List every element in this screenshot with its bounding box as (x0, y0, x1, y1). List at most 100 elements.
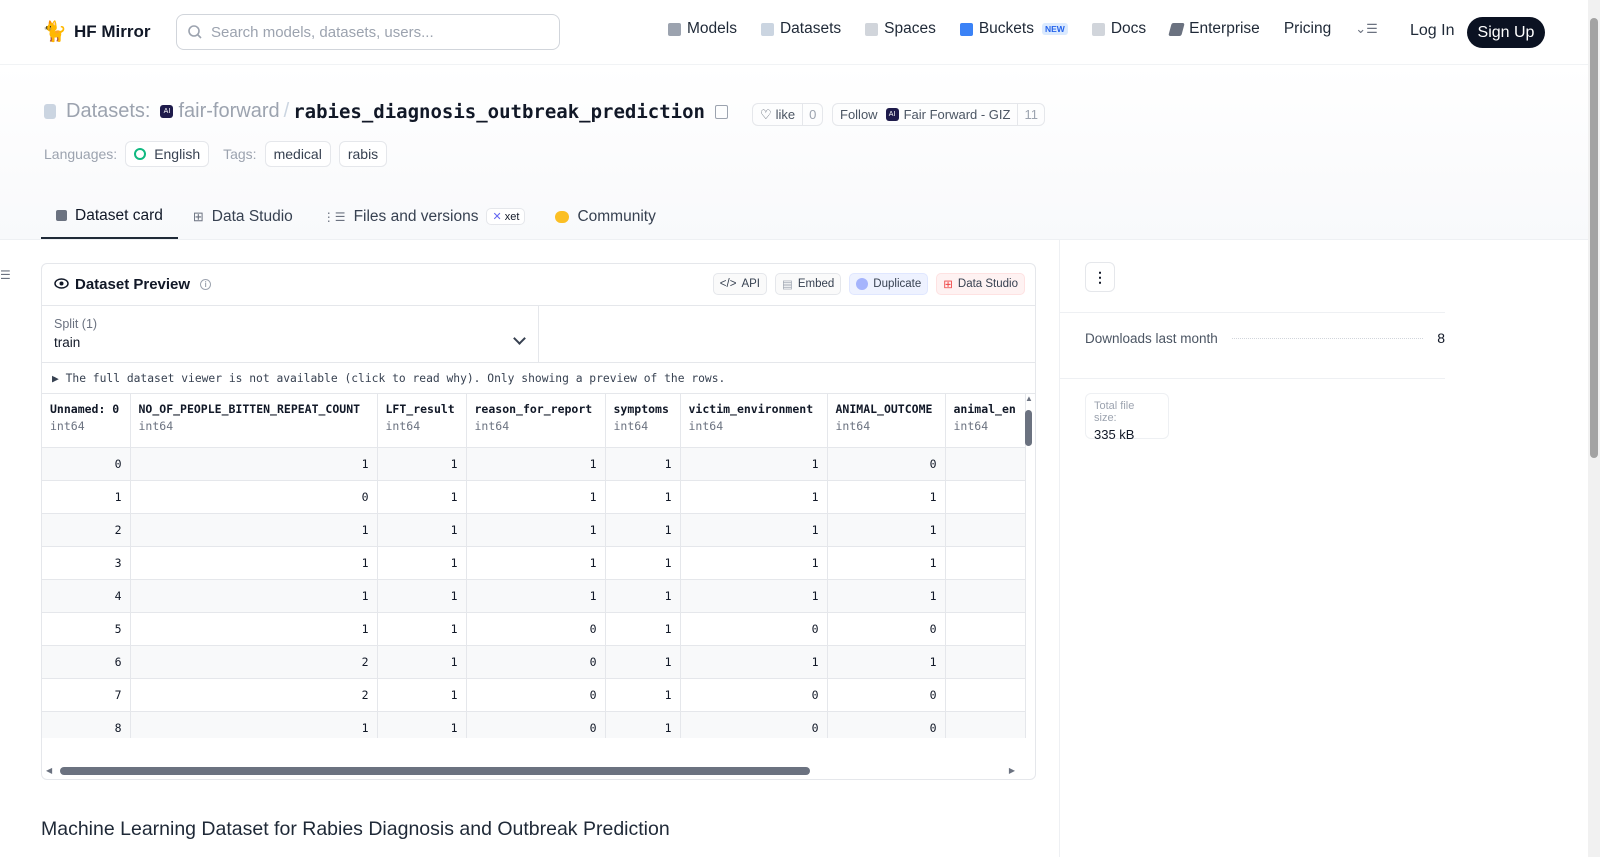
column-header[interactable]: reason_for_report int64 (466, 394, 606, 448)
language-tag[interactable]: English (125, 141, 210, 167)
table-cell[interactable]: 6 (42, 645, 131, 679)
table-cell[interactable]: 0 (680, 678, 828, 712)
table-cell[interactable]: 1 (130, 612, 378, 646)
table-cell[interactable]: 1 (605, 447, 681, 481)
table-cell[interactable]: 0 (466, 678, 606, 712)
table-cell[interactable]: 1 (130, 447, 378, 481)
column-header[interactable]: NO_OF_PEOPLE_BITTEN_REPEAT_COUNT int64 (130, 394, 378, 448)
scroll-right-icon[interactable]: ▶ (1008, 766, 1015, 775)
table-cell[interactable]: 1 (827, 513, 946, 547)
scroll-up-icon[interactable]: ▲ (1025, 394, 1033, 403)
table-cell[interactable]: 1 (680, 579, 828, 613)
split-select[interactable]: Split (1) train (42, 306, 539, 363)
horizontal-scroll-thumb[interactable] (60, 767, 810, 775)
search-box[interactable] (176, 14, 560, 50)
tag-rabis[interactable]: rabis (338, 141, 388, 167)
table-cell[interactable]: 8 (42, 711, 131, 738)
nav-docs[interactable]: Docs (1091, 20, 1146, 38)
table-cell[interactable]: 1 (377, 513, 467, 547)
table-cell[interactable]: 1 (827, 645, 946, 679)
table-cell[interactable]: 1 (130, 579, 378, 613)
table-cell[interactable] (945, 612, 1026, 646)
tab-files-and-versions[interactable]: ⋮☰ Files and versions ✕ xet (308, 194, 541, 239)
table-cell[interactable]: 1 (42, 480, 131, 514)
org-link[interactable]: fair-forward (178, 100, 280, 122)
copy-icon[interactable] (715, 104, 728, 119)
table-cell[interactable]: 0 (680, 711, 828, 738)
table-cell[interactable]: 1 (377, 711, 467, 738)
table-cell[interactable]: 1 (377, 678, 467, 712)
search-input[interactable] (211, 23, 541, 41)
table-cell[interactable] (945, 711, 1026, 738)
table-cell[interactable]: 1 (466, 513, 606, 547)
table-cell[interactable]: 1 (605, 711, 681, 738)
tab-community[interactable]: Community (540, 194, 670, 239)
table-cell[interactable]: 0 (466, 711, 606, 738)
tag-medical[interactable]: medical (264, 141, 331, 167)
table-cell[interactable]: 0 (680, 612, 828, 646)
table-cell[interactable]: 0 (466, 612, 606, 646)
nav-buckets[interactable]: Buckets NEW (959, 20, 1068, 38)
table-cell[interactable]: 0 (42, 447, 131, 481)
column-header[interactable]: symptoms int64 (605, 394, 681, 448)
column-header[interactable]: LFT_result int64 (377, 394, 467, 448)
nav-more[interactable]: ⌄☰ (1355, 21, 1378, 37)
table-cell[interactable]: 1 (605, 612, 681, 646)
table-cell[interactable] (945, 579, 1026, 613)
column-header[interactable]: animal_en int64 (945, 394, 1026, 448)
table-cell[interactable]: 0 (130, 480, 378, 514)
table-cell[interactable]: 2 (130, 645, 378, 679)
table-cell[interactable]: 1 (605, 579, 681, 613)
table-cell[interactable]: 2 (130, 678, 378, 712)
sidebar-toggle-icon[interactable]: ☰ (0, 268, 11, 282)
api-button[interactable]: </> API (712, 273, 767, 295)
table-cell[interactable]: 1 (466, 546, 606, 580)
table-cell[interactable]: 1 (605, 678, 681, 712)
table-cell[interactable]: 5 (42, 612, 131, 646)
table-cell[interactable]: 1 (827, 546, 946, 580)
table-cell[interactable]: 1 (130, 513, 378, 547)
table-cell[interactable]: 0 (827, 612, 946, 646)
table-cell[interactable]: 3 (42, 546, 131, 580)
table-cell[interactable]: 1 (377, 612, 467, 646)
tab-data-studio[interactable]: ⊞ Data Studio (178, 194, 308, 239)
page-scroll-thumb[interactable] (1590, 18, 1598, 458)
table-cell[interactable]: 1 (377, 447, 467, 481)
follow-button[interactable]: Follow AI Fair Forward - GIZ 11 (832, 103, 1045, 126)
table-cell[interactable]: 0 (466, 645, 606, 679)
info-icon[interactable]: i (200, 279, 212, 290)
column-header[interactable]: Unnamed: 0 int64 (42, 394, 131, 448)
table-cell[interactable]: 1 (130, 546, 378, 580)
table-cell[interactable]: 4 (42, 579, 131, 613)
table-cell[interactable]: 1 (680, 546, 828, 580)
viewer-notice[interactable]: ▶ The full dataset viewer is not availab… (42, 363, 1035, 394)
tab-dataset-card[interactable]: Dataset card (41, 194, 178, 239)
table-cell[interactable] (945, 546, 1026, 580)
table-cell[interactable]: 1 (827, 579, 946, 613)
table-cell[interactable]: 0 (827, 447, 946, 481)
nav-spaces[interactable]: Spaces (865, 20, 936, 38)
table-cell[interactable] (945, 513, 1026, 547)
table-cell[interactable] (945, 480, 1026, 514)
column-header[interactable]: ANIMAL_OUTCOME int64 (827, 394, 946, 448)
table-cell[interactable] (945, 447, 1026, 481)
embed-button[interactable]: ▤ Embed (774, 273, 842, 295)
table-cell[interactable]: 1 (605, 513, 681, 547)
signup-button[interactable]: Sign Up (1467, 17, 1545, 48)
brand-logo[interactable]: 🐈 HF Mirror (42, 20, 151, 44)
more-options-icon[interactable]: ⋮ (1085, 262, 1115, 292)
column-header[interactable]: victim_environment int64 (680, 394, 828, 448)
table-cell[interactable]: 1 (827, 480, 946, 514)
table-cell[interactable]: 0 (827, 711, 946, 738)
table-vertical-scrollbar[interactable]: ▲ ▼ (1023, 394, 1033, 738)
table-cell[interactable] (945, 678, 1026, 712)
table-cell[interactable] (945, 645, 1026, 679)
dataset-name[interactable]: rabies_diagnosis_outbreak_prediction (293, 100, 705, 123)
table-horizontal-scrollbar[interactable]: ◀ ▶ (42, 763, 1035, 779)
duplicate-button[interactable]: Duplicate (849, 273, 929, 295)
scroll-left-icon[interactable]: ◀ (46, 766, 53, 775)
nav-datasets[interactable]: Datasets (760, 20, 841, 38)
table-cell[interactable]: 1 (466, 480, 606, 514)
table-cell[interactable]: 1 (605, 645, 681, 679)
table-cell[interactable]: 1 (680, 447, 828, 481)
